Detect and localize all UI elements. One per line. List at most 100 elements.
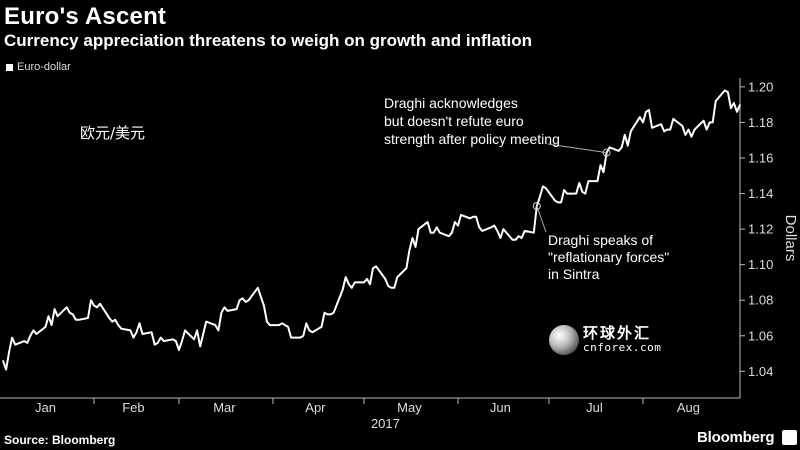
data-point [469,217,471,220]
data-point [287,326,289,328]
data-point [5,368,7,371]
data-point [363,281,365,284]
data-point [117,324,119,326]
data-point [278,324,280,326]
data-point [323,312,326,314]
data-point [302,335,304,337]
data-point [69,312,71,314]
data-point [715,100,717,102]
data-point [545,187,547,189]
data-point [154,344,156,346]
data-point [602,171,605,173]
x-tick-label: Jun [490,400,511,415]
data-point [111,320,113,323]
data-point [175,340,177,342]
x-tick-label: Feb [122,400,144,415]
data-point [630,130,632,132]
data-point [436,226,438,228]
data-point [427,221,429,223]
data-point [596,180,599,182]
data-point [172,338,174,340]
data-point [369,283,371,285]
data-point [566,192,568,195]
data-point [417,228,420,230]
data-point [393,287,395,289]
data-point [411,237,414,239]
data-point [333,312,335,314]
data-point [35,333,37,335]
data-point [712,121,714,124]
data-point [684,134,687,136]
data-point [14,344,16,346]
annotation-leader [547,143,607,154]
data-point [502,228,505,230]
data-point [72,313,74,316]
data-point [342,288,344,291]
x-tick-label: Jan [35,400,56,415]
data-point [554,200,556,202]
data-point [366,278,368,280]
data-point [93,304,95,307]
data-point [178,349,180,351]
data-point [454,221,456,223]
data-point [408,249,411,252]
data-point [439,232,441,234]
data-point [199,345,201,348]
data-point [645,111,647,113]
data-point [90,299,92,301]
overlay-caption: 欧元/美元 [80,124,146,142]
data-point [499,237,502,239]
data-point [563,189,565,191]
data-point [460,214,462,216]
data-point [181,340,183,342]
data-point [372,267,374,269]
data-point [539,196,541,198]
x-tick-label: Mar [213,400,236,415]
data-point [405,267,407,269]
data-point [96,306,98,308]
data-point [238,299,241,301]
data-point [108,317,110,319]
legend-label: Euro-dollar [17,61,71,73]
data-point [375,265,377,268]
annotation-text: in Sintra [548,266,600,282]
data-point [599,164,602,166]
annotation-text: but doesn't refute euro [384,113,524,129]
data-point [496,230,498,232]
data-point [8,351,10,353]
data-point [50,324,53,326]
data-point [511,239,514,241]
data-point [736,111,738,113]
data-point [269,324,271,326]
data-point [26,342,28,344]
data-point [132,336,135,339]
data-point [220,312,222,314]
legend: Euro-dollar [6,61,71,73]
data-point [430,232,432,234]
y-tick-label: 1.16 [748,151,773,166]
data-point [47,315,50,317]
data-point [326,313,329,316]
data-point [320,326,323,328]
data-point [23,340,25,342]
annotation-leader [536,205,547,233]
data-point [163,340,165,342]
data-point [624,134,626,136]
y-axis-title: Dollars [782,215,799,262]
data-point [351,287,353,289]
annotation-text: "reflationary forces" [548,249,669,265]
data-point [226,310,229,312]
data-point [223,306,226,308]
data-point [196,329,198,332]
data-point [521,237,523,239]
y-tick-label: 1.14 [748,186,773,201]
data-point [493,224,495,227]
data-point [557,201,559,204]
annotation-marker [602,148,611,157]
data-point [578,182,580,184]
data-point [642,121,644,124]
annotation-marker [532,202,541,210]
data-point [627,144,629,147]
data-point [329,313,332,316]
